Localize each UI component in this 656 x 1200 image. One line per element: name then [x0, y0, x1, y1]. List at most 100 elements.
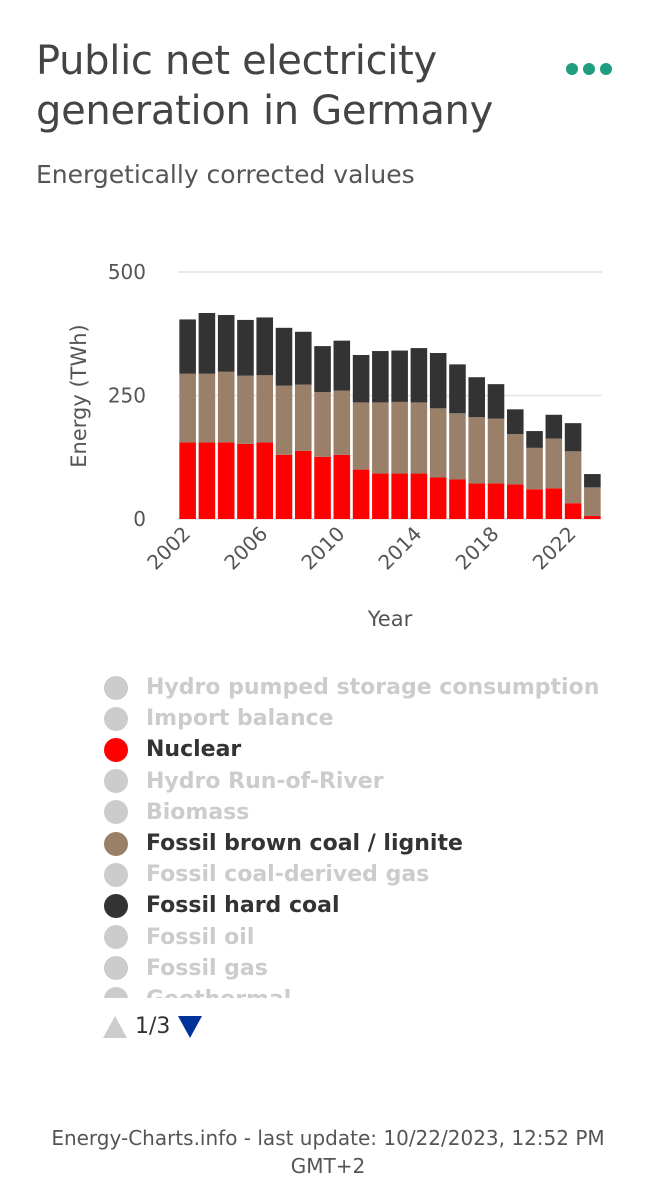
legend-label: Nuclear: [146, 737, 242, 763]
x-tick-label: 2022: [528, 522, 581, 575]
bar-nuclear-2021: [545, 488, 563, 519]
bar-fossil-brown-coal-lignite-2015: [429, 408, 447, 478]
legend-swatch-icon: [104, 925, 128, 950]
bar-nuclear-2009: [314, 456, 331, 519]
legend-item[interactable]: Fossil oil: [104, 922, 624, 953]
bar-nuclear-2014: [410, 473, 428, 519]
bar-fossil-hard-coal-2006: [256, 317, 274, 376]
bar-fossil-brown-coal-lignite-2008: [294, 384, 312, 451]
bar-nuclear-2004: [217, 442, 235, 519]
legend-label: Biomass: [146, 799, 250, 825]
legend-swatch-icon: [104, 769, 128, 794]
pager-up-icon[interactable]: [103, 1015, 127, 1038]
ellipsis-icon[interactable]: [566, 58, 614, 80]
legend-item[interactable]: Fossil coal-derived gas: [104, 859, 624, 890]
legend-swatch-icon: [104, 862, 128, 887]
legend-swatch-icon: [104, 675, 128, 700]
bar-fossil-hard-coal-2009: [314, 346, 331, 393]
legend-item[interactable]: Hydro Run-of-River: [104, 766, 624, 797]
legend-swatch-icon: [104, 800, 128, 825]
bar-nuclear-2007: [275, 454, 293, 519]
bar-fossil-brown-coal-lignite-2023: [584, 487, 601, 517]
x-tick-label: 2006: [219, 522, 272, 575]
y-tick-label: 500: [108, 260, 146, 284]
legend-item[interactable]: Fossil hard coal: [104, 890, 624, 921]
bar-fossil-brown-coal-lignite-2022: [564, 451, 582, 504]
bar-fossil-brown-coal-lignite-2020: [526, 447, 543, 490]
bar-nuclear-2019: [506, 484, 524, 519]
bar-nuclear-2008: [294, 450, 312, 519]
bar-nuclear-2013: [391, 473, 408, 519]
bar-fossil-hard-coal-2005: [237, 319, 254, 376]
menu-dot: [600, 63, 612, 75]
x-tick-label: 2018: [451, 522, 504, 575]
y-tick-label: 0: [133, 507, 146, 531]
bar-fossil-brown-coal-lignite-2006: [256, 375, 274, 443]
bar-nuclear-2018: [487, 483, 505, 519]
bar-fossil-hard-coal-2012: [372, 351, 389, 403]
bar-nuclear-2005: [237, 443, 254, 519]
bar-fossil-hard-coal-2019: [506, 409, 524, 435]
pager-text: 1/3: [135, 1014, 171, 1039]
legend-item[interactable]: Nuclear: [104, 734, 624, 765]
bar-fossil-hard-coal-2018: [487, 384, 505, 419]
menu-dot: [583, 63, 595, 75]
bar-nuclear-2023: [584, 516, 601, 519]
legend-pager: 1/3: [103, 1014, 203, 1039]
footer-credit: Energy-Charts.info - last update: 10/22/…: [51, 1126, 605, 1178]
bar-nuclear-2022: [564, 503, 582, 519]
legend-label: Import balance: [146, 706, 334, 732]
x-axis-label: Year: [367, 607, 413, 631]
bar-fossil-hard-coal-2011: [352, 354, 370, 403]
bar-fossil-brown-coal-lignite-2007: [275, 385, 293, 455]
bar-fossil-hard-coal-2004: [217, 314, 235, 372]
bar-chart: 0 250 500 Energy (TWh) 2002 2006 2010 2014 2018 2…: [67, 260, 602, 631]
legend-item[interactable]: Geothermal: [104, 984, 624, 998]
bar-fossil-brown-coal-lignite-2011: [352, 402, 370, 470]
bar-fossil-brown-coal-lignite-2019: [506, 434, 524, 485]
bar-fossil-brown-coal-lignite-2003: [198, 373, 216, 443]
legend-swatch-icon: [104, 737, 128, 762]
bar-nuclear-2002: [179, 442, 196, 519]
bar-fossil-brown-coal-lignite-2010: [333, 390, 351, 455]
legend-swatch-icon: [104, 893, 128, 918]
legend-item[interactable]: Fossil gas: [104, 953, 624, 984]
legend-item[interactable]: Hydro pumped storage consumption: [104, 672, 624, 703]
x-tick-label: 2014: [373, 522, 426, 575]
bar-fossil-hard-coal-2003: [198, 313, 216, 374]
x-tick-label: 2002: [142, 522, 195, 575]
bar-fossil-brown-coal-lignite-2002: [179, 373, 196, 443]
bar-fossil-brown-coal-lignite-2018: [487, 418, 505, 484]
legend-label: Fossil gas: [146, 955, 268, 981]
bar-fossil-hard-coal-2007: [275, 327, 293, 386]
menu-dot: [566, 63, 578, 75]
bar-nuclear-2020: [526, 489, 543, 519]
bar-nuclear-2012: [372, 473, 389, 519]
bar-fossil-brown-coal-lignite-2014: [410, 402, 428, 474]
bar-fossil-hard-coal-2017: [468, 377, 486, 418]
y-axis-label: Energy (TWh): [67, 324, 91, 467]
legend-swatch-icon: [104, 831, 128, 856]
bar-fossil-hard-coal-2010: [333, 340, 351, 391]
bar-fossil-hard-coal-2002: [179, 319, 196, 374]
bar-fossil-hard-coal-2013: [391, 350, 408, 402]
bar-fossil-brown-coal-lignite-2016: [449, 413, 466, 480]
legend-swatch-icon: [104, 987, 128, 998]
legend-item[interactable]: Import balance: [104, 703, 624, 734]
bar-fossil-brown-coal-lignite-2012: [372, 402, 389, 474]
bar-fossil-hard-coal-2022: [564, 423, 582, 452]
legend-label: Hydro pumped storage consumption: [146, 675, 600, 701]
legend-item[interactable]: Biomass: [104, 797, 624, 828]
bar-nuclear-2016: [449, 479, 466, 519]
bar-fossil-hard-coal-2021: [545, 414, 563, 439]
bar-fossil-hard-coal-2020: [526, 431, 543, 448]
legend-label: Fossil hard coal: [146, 893, 340, 919]
bar-nuclear-2006: [256, 442, 274, 519]
legend-label: Hydro Run-of-River: [146, 768, 384, 794]
bar-nuclear-2010: [333, 454, 351, 519]
bar-fossil-brown-coal-lignite-2009: [314, 392, 331, 457]
pager-down-icon[interactable]: [178, 1015, 203, 1038]
legend-item[interactable]: Fossil brown coal / lignite: [104, 828, 624, 859]
legend: Hydro pumped storage consumption Import b…: [104, 672, 624, 998]
bar-fossil-brown-coal-lignite-2017: [468, 417, 486, 484]
